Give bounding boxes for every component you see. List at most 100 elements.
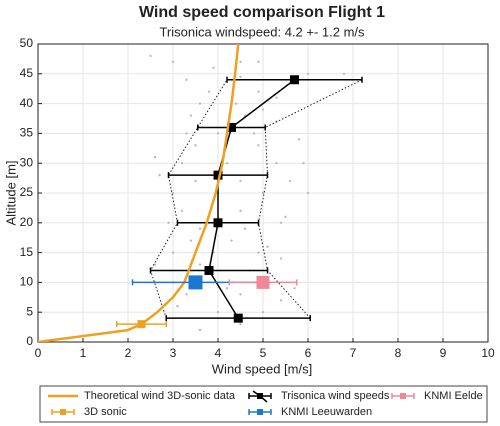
raw-point: [194, 179, 197, 183]
legend-swatch: [257, 409, 263, 415]
raw-point: [306, 72, 310, 76]
raw-point: [239, 75, 242, 78]
raw-point: [239, 322, 242, 326]
raw-point: [198, 227, 202, 230]
legend-label: Trisonica wind speeds: [281, 390, 390, 402]
raw-point: [194, 144, 197, 147]
raw-point: [225, 162, 229, 165]
y-tick-label: 30: [20, 155, 34, 169]
raw-point: [185, 293, 188, 296]
legend-swatch: [257, 393, 263, 399]
raw-point: [189, 114, 193, 117]
raw-point: [176, 305, 179, 308]
raw-point: [158, 173, 161, 177]
marker: [213, 218, 223, 228]
raw-point: [216, 132, 220, 135]
x-tick-label: 1: [80, 346, 87, 360]
raw-point: [261, 311, 265, 314]
raw-point: [171, 191, 175, 195]
raw-point: [185, 132, 188, 135]
y-tick-label: 20: [20, 215, 34, 229]
raw-point: [266, 245, 269, 248]
raw-point: [198, 328, 202, 332]
x-tick-label: 3: [170, 346, 177, 360]
raw-point: [216, 311, 220, 314]
raw-point: [180, 209, 184, 213]
raw-point: [239, 209, 242, 213]
marker: [256, 275, 270, 289]
y-tick-label: 15: [20, 245, 34, 259]
raw-point: [171, 60, 175, 64]
raw-point: [261, 108, 265, 111]
raw-point: [275, 96, 278, 99]
series-line: [208, 79, 295, 319]
x-tick-label: 6: [305, 346, 312, 360]
raw-point: [198, 263, 202, 266]
marker: [227, 122, 236, 132]
raw-point: [243, 227, 247, 230]
x-tick-label: 2: [125, 346, 132, 360]
raw-point: [288, 179, 292, 183]
y-axis-label: Altitude [m]: [3, 160, 18, 225]
x-tick-label: 10: [481, 346, 495, 360]
plot-area: [38, 44, 363, 342]
y-tick-label: 25: [20, 185, 34, 199]
raw-point: [212, 66, 215, 70]
raw-point: [239, 60, 242, 64]
marker: [213, 170, 223, 180]
raw-point: [149, 54, 152, 58]
legend-swatch: [60, 409, 66, 415]
chart-title: Wind speed comparison Flight 1: [139, 4, 385, 21]
raw-point: [230, 239, 233, 242]
raw-point: [234, 102, 238, 105]
raw-point: [279, 221, 283, 224]
raw-point: [153, 156, 157, 159]
error-envelope: [257, 79, 363, 319]
raw-point: [257, 60, 260, 64]
legend-label: 3D sonic: [84, 406, 127, 418]
x-tick-label: 0: [35, 346, 42, 360]
x-tick-label: 9: [440, 346, 447, 360]
raw-point: [279, 257, 283, 260]
raw-point: [261, 191, 265, 195]
marker: [137, 320, 146, 329]
marker: [188, 275, 203, 290]
x-tick-label: 8: [395, 346, 402, 360]
raw-point: [153, 263, 157, 266]
legend-label: KNMI Eelde: [424, 390, 483, 402]
raw-point: [257, 90, 260, 93]
chart-subtitle: Trisonica windspeed: 4.2 +- 1.2 m/s: [159, 24, 365, 39]
raw-point: [257, 251, 260, 254]
legend-label: Theoretical wind 3D-sonic data: [84, 390, 236, 402]
legend-label: KNMI Leeuwarden: [281, 406, 372, 418]
y-tick-label: 10: [20, 275, 34, 289]
y-tick-label: 5: [26, 304, 33, 318]
x-tick-label: 7: [350, 346, 357, 360]
raw-point: [252, 132, 256, 135]
marker: [290, 75, 299, 85]
raw-point: [207, 90, 211, 93]
raw-point: [198, 102, 202, 105]
raw-point: [342, 72, 346, 76]
y-tick-label: 50: [20, 36, 34, 50]
y-tick-label: 40: [20, 96, 34, 110]
raw-point: [302, 162, 305, 165]
raw-point: [275, 162, 278, 165]
raw-point: [297, 138, 301, 141]
plot-frame: [37, 43, 489, 343]
y-tick-label: 35: [20, 126, 34, 140]
raw-point: [180, 162, 184, 165]
raw-point: [293, 287, 296, 290]
raw-point: [185, 78, 188, 81]
raw-point: [284, 215, 287, 219]
raw-point: [225, 287, 229, 290]
x-tick-label: 4: [215, 346, 222, 360]
legend-box: [39, 385, 488, 423]
y-tick-label: 0: [26, 334, 33, 348]
raw-point: [239, 293, 242, 296]
y-tick-label: 45: [20, 66, 34, 80]
raw-point: [306, 191, 310, 195]
raw-point: [239, 179, 242, 183]
x-axis-label: Wind speed [m/s]: [212, 361, 312, 376]
